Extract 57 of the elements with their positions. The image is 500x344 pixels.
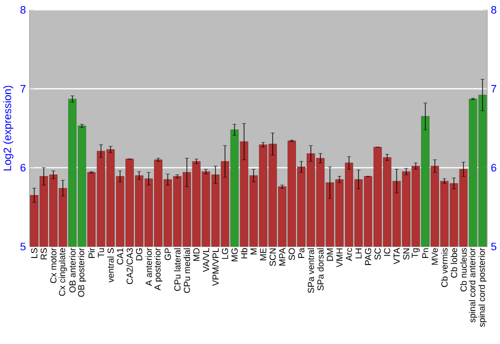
x-tick-label: VTA: [394, 248, 400, 264]
x-tick-label: MG: [231, 248, 238, 262]
x-tick-label: OB anterior: [69, 248, 76, 292]
x-tick-label: PAG: [364, 248, 372, 266]
x-tick-label: CA1: [116, 248, 124, 265]
x-tick-label: SPa ventral: [308, 248, 314, 293]
x-tick-label: A posterior: [154, 248, 162, 290]
x-tick-label: DM: [326, 248, 333, 261]
y2-tick-label: 8: [491, 6, 496, 14]
x-tick-label: CPu medial: [184, 248, 190, 293]
x-tick-label: LS: [31, 248, 38, 258]
x-tick-label: Hb: [240, 248, 248, 258]
x-tick-label: SO: [288, 248, 295, 260]
x-tick-label: ME: [260, 248, 266, 260]
y2-tick-label: 5: [491, 242, 496, 250]
y-tick-label: 8: [20, 6, 26, 14]
x-tick-label: MPA: [279, 248, 286, 266]
x-tick-label: A anterior: [145, 248, 152, 286]
x-tick-label: LH: [356, 248, 362, 258]
x-tick-label: Cx motor: [50, 248, 56, 284]
y-tick-label: 7: [20, 85, 26, 93]
x-tick-label: MD: [193, 248, 200, 261]
x-tick-label: Cb vermis: [441, 248, 448, 288]
x-tick-label: spinal cord posterior: [478, 248, 487, 327]
x-tick-label: Arc: [346, 248, 352, 262]
x-tick-label: DG: [136, 248, 142, 260]
y2-tick-label: 7: [491, 85, 496, 93]
x-tick-label: VA/VL: [202, 248, 210, 272]
x-tick-label: ventral S: [107, 248, 114, 283]
x-tick-label: CPu lateral: [174, 248, 181, 291]
x-tick-label: Pir: [88, 248, 95, 258]
y2-tick-label: 6: [491, 164, 496, 172]
x-tick-label: CA2/CA3: [126, 248, 133, 284]
x-tick-label: IC: [384, 248, 390, 256]
x-tick-label: MVe: [432, 248, 438, 265]
y-tick-label: 5: [20, 242, 26, 250]
x-tick-label: SPa dorsal: [317, 248, 324, 291]
x-tick-label: Cb lobe: [450, 248, 458, 278]
x-tick-label: SC: [374, 248, 381, 260]
x-tick-label: M: [250, 248, 257, 254]
x-tick-label: Tu: [98, 248, 104, 258]
x-tick-label: VMH: [336, 248, 342, 268]
x-tick-label: Cb nucleus: [460, 248, 467, 292]
x-tick-label: spinal cord anterior: [468, 248, 478, 323]
x-tick-label: GP: [164, 248, 171, 260]
y-axis-title: Log2 (expression): [3, 86, 14, 170]
x-tick-label: RS: [40, 248, 47, 260]
x-tick-label: Pn: [422, 248, 428, 258]
y-tick-label: 6: [20, 164, 26, 172]
x-tick-label: OB posterior: [78, 248, 86, 297]
x-tick-label: VPM/VPL: [212, 248, 219, 286]
x-tick-label: LG: [222, 248, 228, 259]
x-tick-label: SCN: [270, 248, 276, 266]
x-tick-label: Cx cingulate: [58, 248, 67, 296]
x-tick-label: Tg: [412, 248, 420, 258]
x-tick-label: Pa: [298, 248, 304, 258]
x-tick-label: SN: [403, 248, 410, 260]
